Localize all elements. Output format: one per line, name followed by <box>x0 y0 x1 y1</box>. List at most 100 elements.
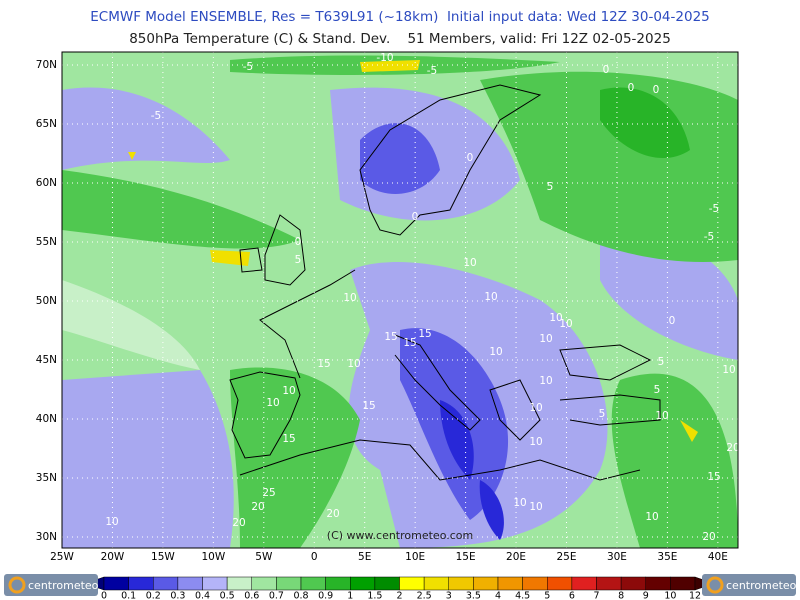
field-area <box>680 420 698 442</box>
contour-label: 10 <box>105 516 118 528</box>
contour-label: 0 <box>467 152 474 164</box>
logo-text: centrometeo <box>726 579 797 592</box>
contour-label: 5 <box>295 254 302 266</box>
lat-label: 70N <box>36 59 57 71</box>
contour-label: 10 <box>343 292 356 304</box>
contour-label: 20 <box>702 531 715 543</box>
colorbar-label: 6 <box>569 591 575 600</box>
contour-label: 5 <box>654 384 661 396</box>
colorbar-label: 4.5 <box>515 591 530 600</box>
colorbar-box <box>276 576 302 591</box>
field-area <box>600 87 690 159</box>
field-area <box>62 170 300 249</box>
contour-label: 10 <box>347 358 360 370</box>
colorbar-label: 3.5 <box>466 591 481 600</box>
contour-label: 15 <box>362 400 375 412</box>
colorbar-box <box>226 576 252 591</box>
colorbar-label: 0.4 <box>195 591 210 600</box>
contour-label: 10 <box>463 257 476 269</box>
contour-label: 20 <box>726 442 739 454</box>
contour-label: 0 <box>412 211 419 223</box>
logo-box <box>702 574 796 596</box>
colorbar-label: 8 <box>618 591 624 600</box>
contour-label: 15 <box>403 337 416 349</box>
lon-label: 10W <box>201 551 225 563</box>
contour-label: 10 <box>266 397 279 409</box>
coastline <box>264 214 306 286</box>
coastline <box>359 84 542 236</box>
field-area <box>128 152 136 160</box>
colorbar-label: 0.7 <box>269 591 284 600</box>
colorbar-box <box>103 576 129 591</box>
contour-label: 20 <box>326 508 339 520</box>
colorbar-box <box>670 576 696 591</box>
colorbar-box <box>374 576 400 591</box>
field-area <box>62 87 230 170</box>
contour-label: 0 <box>628 82 635 94</box>
contour-label: 10 <box>529 402 542 414</box>
lon-label: 25E <box>557 551 577 563</box>
colorbar-label: 0 <box>101 591 107 600</box>
colorbar-box <box>423 576 449 591</box>
logo-icon <box>8 576 26 594</box>
colorbar-label: 0.1 <box>121 591 136 600</box>
contour-label: 0 <box>295 236 302 248</box>
coastline <box>559 344 652 381</box>
contour-label: -5 <box>427 65 437 77</box>
colorbar-box <box>596 576 622 591</box>
colorbar-label: 10 <box>664 591 676 600</box>
colorbar-label: 12 <box>689 591 701 600</box>
lon-label: 10E <box>405 551 425 563</box>
coastline <box>239 247 263 273</box>
colorbar-label: 5 <box>544 591 550 600</box>
subtitle: 850hPa Temperature (C) & Stand. Dev. 51 … <box>129 31 671 47</box>
colorbar-box <box>128 576 154 591</box>
colorbar-box <box>571 576 597 591</box>
contour-label: 15 <box>384 331 397 343</box>
contour-label: 0 <box>603 64 610 76</box>
colorbar-box <box>473 576 499 591</box>
colorbar-label: 4 <box>495 591 501 600</box>
logo-box <box>4 574 98 596</box>
contour-label: 25 <box>262 487 275 499</box>
colorbar-label: 3 <box>446 591 452 600</box>
lon-label: 5W <box>255 551 273 563</box>
contour-label: 10 <box>722 364 735 376</box>
copyright: (C) www.centrometeo.com <box>327 529 473 542</box>
contour-label: 5 <box>547 181 554 193</box>
lat-label: 30N <box>36 531 57 543</box>
contour-label: 10 <box>529 436 542 448</box>
contour-label: 15 <box>282 433 295 445</box>
lon-label: 30E <box>607 551 627 563</box>
contour-label: 10 <box>655 410 668 422</box>
lon-label: 0 <box>311 551 318 563</box>
coastline <box>559 394 661 426</box>
title: ECMWF Model ENSEMBLE, Res = T639L91 (~18… <box>90 9 710 25</box>
colorbar-box <box>350 576 376 591</box>
lon-label: 40E <box>708 551 728 563</box>
field-area <box>62 370 234 548</box>
contour-label: 10 <box>529 501 542 513</box>
contour-label: 20 <box>232 517 245 529</box>
contour-label: 15 <box>418 328 431 340</box>
colorbar-label: 2.5 <box>417 591 432 600</box>
coastline <box>229 371 301 459</box>
colorbar-label: 2 <box>396 591 402 600</box>
colorbar-label: 0.8 <box>293 591 308 600</box>
coastline <box>394 334 481 431</box>
coastline <box>489 379 541 441</box>
lon-label: 15E <box>456 551 476 563</box>
field-area <box>440 400 474 480</box>
contour-label: 15 <box>317 358 330 370</box>
contour-label: -5 <box>151 110 161 122</box>
field-area <box>230 367 360 548</box>
colorbar-box <box>202 576 228 591</box>
lon-label: 25W <box>50 551 74 563</box>
contour-label: 20 <box>251 501 264 513</box>
contour-label: 0 <box>653 84 660 96</box>
colorbar-box <box>448 576 474 591</box>
lat-label: 50N <box>36 295 57 307</box>
field-area <box>360 60 420 72</box>
colorbar-box <box>300 576 326 591</box>
